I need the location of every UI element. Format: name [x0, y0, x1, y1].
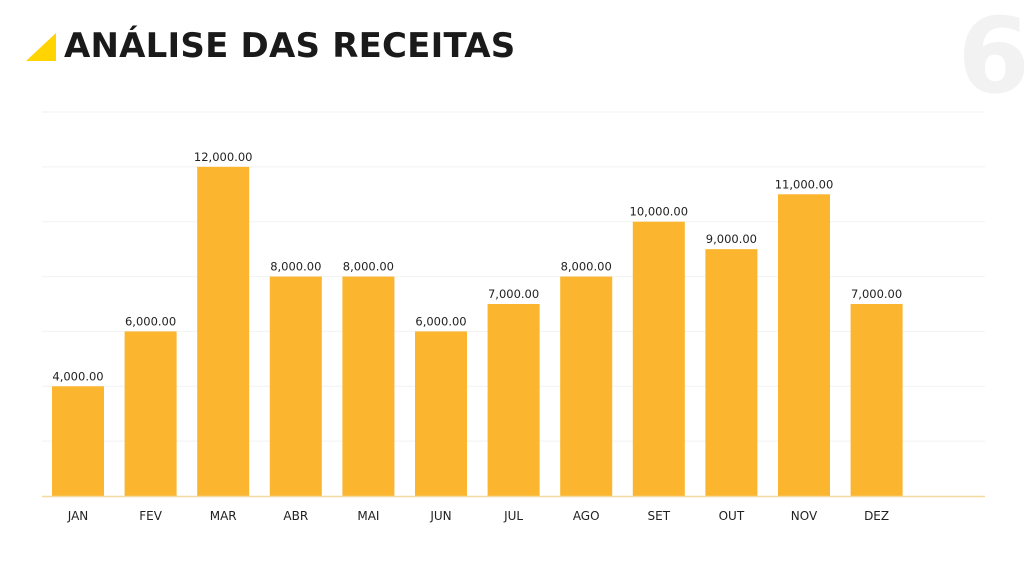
bar-value-label: 7,000.00: [488, 287, 539, 301]
x-tick-label: ABR: [283, 509, 308, 523]
x-tick-label: MAI: [357, 509, 379, 523]
bar-value-label: 8,000.00: [343, 260, 394, 274]
bar: [52, 386, 104, 496]
x-tick-label: JUN: [429, 509, 451, 523]
bar: [197, 166, 250, 496]
bar: [778, 194, 830, 497]
page-title: ANÁLISE DAS RECEITAS: [64, 26, 516, 66]
bar: [560, 276, 613, 496]
bar: [342, 276, 395, 496]
bar-value-label: 6,000.00: [125, 314, 176, 328]
bar: [124, 331, 177, 496]
bar: [705, 249, 758, 496]
x-tick-label: SET: [648, 509, 671, 523]
bar-value-label: 4,000.00: [52, 369, 103, 383]
x-tick-label: NOV: [791, 509, 818, 523]
bar-value-label: 8,000.00: [561, 260, 612, 274]
bar-value-label: 9,000.00: [706, 232, 757, 246]
bar: [487, 304, 540, 496]
bar-value-label: 12,000.00: [194, 150, 253, 164]
x-tick-label: OUT: [719, 509, 745, 523]
x-tick-label: DEZ: [864, 509, 889, 523]
bar-value-label: 11,000.00: [775, 177, 834, 191]
bar-value-label: 8,000.00: [270, 260, 321, 274]
bar-value-label: 7,000.00: [851, 287, 902, 301]
page-number: 6: [957, 0, 1024, 117]
title-triangle-icon: [26, 33, 56, 61]
bar: [632, 221, 685, 496]
bar: [415, 331, 467, 496]
x-tick-label: AGO: [573, 509, 600, 523]
bar-value-label: 6,000.00: [415, 314, 466, 328]
bar: [850, 304, 903, 496]
x-tick-label: JUL: [503, 509, 523, 523]
x-tick-label: FEV: [139, 509, 162, 523]
bar: [269, 276, 322, 496]
bar-value-label: 10,000.00: [630, 205, 689, 219]
x-tick-label: MAR: [210, 509, 237, 523]
x-tick-label: JAN: [67, 509, 89, 523]
